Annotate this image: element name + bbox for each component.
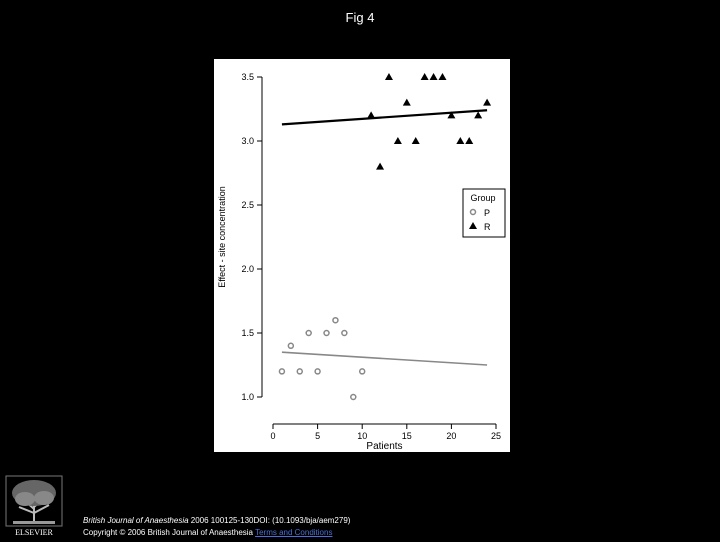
data-point-P — [296, 368, 304, 375]
data-point-R — [429, 73, 438, 80]
data-point-R — [474, 111, 483, 119]
data-point-P — [314, 368, 321, 375]
scatter-chart: 1.0 1.5 2.0 2.5 3.0 3.5 0 5 10 15 20 25 Patients Effe… — [217, 72, 506, 452]
elsevier-logo: ELSEVIER — [5, 475, 63, 537]
legend-marker-R — [469, 222, 477, 229]
x-tick-label: 10 — [357, 431, 367, 441]
x-tick-label: 25 — [491, 431, 501, 441]
y-tick-label: 3.0 — [241, 136, 254, 146]
logo-text: ELSEVIER — [15, 528, 53, 537]
data-point-R — [456, 137, 465, 144]
data-point-R — [402, 98, 411, 106]
legend-title: Group — [470, 193, 495, 203]
data-point-R — [384, 73, 393, 80]
y-tick-label: 1.0 — [241, 392, 254, 402]
chart-axes: 1.0 1.5 2.0 2.5 3.0 3.5 0 5 10 15 20 25 Patients Effe… — [217, 72, 501, 452]
data-point-R — [438, 73, 447, 80]
copyright-text: Copyright © 2006 British Journal of Anae… — [83, 528, 253, 537]
y-tick-label: 2.0 — [241, 264, 254, 274]
legend-label-P: P — [484, 208, 490, 218]
data-point-R — [376, 162, 385, 170]
y-tick-label: 3.5 — [241, 72, 254, 82]
trend-line-P — [281, 351, 488, 366]
data-points — [278, 73, 492, 401]
legend-marker-P — [469, 208, 477, 216]
journal-name: British Journal of Anaesthesia — [83, 516, 189, 525]
data-point-R — [420, 73, 429, 80]
y-tick-label: 2.5 — [241, 200, 254, 210]
trend-line-R — [281, 109, 488, 126]
chart-panel: 1.0 1.5 2.0 2.5 3.0 3.5 0 5 10 15 20 25 Patients Effe… — [214, 59, 510, 452]
chart-legend: Group PR — [462, 188, 506, 238]
data-point-P — [323, 329, 330, 337]
citation-reference: 2006 100125-130DOI: (10.1093/bja/aem279) — [188, 516, 351, 525]
data-point-P — [305, 329, 312, 337]
data-point-R — [483, 98, 492, 106]
trend-lines — [281, 109, 488, 366]
terms-link[interactable]: Terms and Conditions — [255, 528, 333, 537]
y-axis-label: Effect - site concentration — [217, 186, 227, 287]
x-tick-label: 0 — [270, 431, 275, 441]
data-point-R — [411, 137, 420, 144]
data-point-P — [278, 368, 286, 375]
elsevier-tree-icon: ELSEVIER — [5, 475, 63, 537]
citation: British Journal of Anaesthesia 2006 1001… — [83, 515, 350, 539]
data-point-R — [393, 137, 402, 144]
y-tick-label: 1.5 — [241, 328, 254, 338]
data-point-R — [447, 111, 456, 119]
x-tick-label: 20 — [446, 431, 456, 441]
x-tick-label: 5 — [315, 431, 320, 441]
data-point-P — [287, 342, 295, 350]
figure-title: Fig 4 — [345, 10, 375, 25]
data-point-P — [332, 316, 339, 324]
data-point-P — [350, 393, 357, 401]
data-point-R — [465, 137, 474, 144]
x-axis-label: Patients — [366, 441, 402, 452]
x-tick-label: 15 — [402, 431, 412, 441]
data-point-P — [358, 368, 366, 375]
legend-label-R: R — [484, 222, 491, 232]
data-point-R — [367, 111, 376, 119]
data-point-P — [341, 329, 348, 337]
